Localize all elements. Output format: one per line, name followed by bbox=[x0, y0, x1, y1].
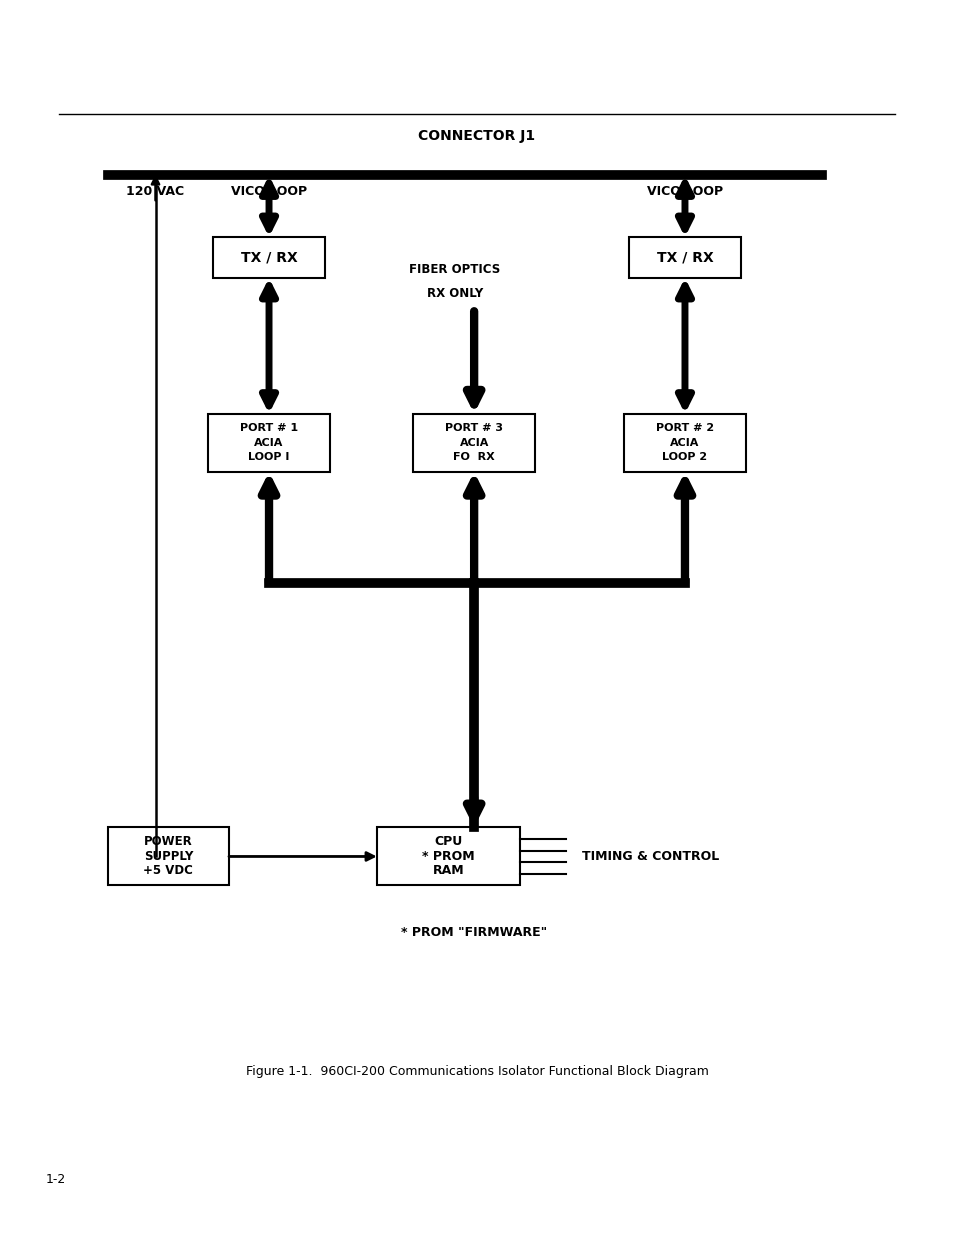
Bar bbox=[628, 237, 740, 278]
Text: ACIA: ACIA bbox=[670, 437, 699, 448]
Bar bbox=[623, 414, 745, 472]
Text: RX ONLY: RX ONLY bbox=[427, 288, 482, 300]
Text: VICO LOOP: VICO LOOP bbox=[231, 185, 307, 198]
Text: PORT # 1: PORT # 1 bbox=[240, 424, 297, 433]
Text: ACIA: ACIA bbox=[254, 437, 283, 448]
Text: Figure 1-1.  960CI-200 Communications Isolator Functional Block Diagram: Figure 1-1. 960CI-200 Communications Iso… bbox=[245, 1066, 708, 1078]
Text: 120 VAC: 120 VAC bbox=[127, 185, 184, 198]
Text: PORT # 2: PORT # 2 bbox=[656, 424, 713, 433]
Text: RAM: RAM bbox=[432, 864, 464, 878]
Bar bbox=[108, 827, 229, 885]
Text: * PROM "FIRMWARE": * PROM "FIRMWARE" bbox=[400, 926, 547, 939]
Text: FIBER OPTICS: FIBER OPTICS bbox=[409, 263, 500, 275]
Text: SUPPLY: SUPPLY bbox=[144, 850, 193, 863]
Text: LOOP 2: LOOP 2 bbox=[661, 452, 707, 462]
Text: FO  RX: FO RX bbox=[453, 452, 495, 462]
Text: 1-2: 1-2 bbox=[46, 1173, 66, 1186]
Bar bbox=[413, 414, 535, 472]
Text: PORT # 3: PORT # 3 bbox=[445, 424, 502, 433]
Bar bbox=[208, 414, 330, 472]
Bar bbox=[376, 827, 519, 885]
Text: CPU: CPU bbox=[434, 835, 462, 848]
Text: POWER: POWER bbox=[144, 835, 193, 848]
Text: ACIA: ACIA bbox=[459, 437, 488, 448]
Text: TX / RX: TX / RX bbox=[656, 251, 713, 264]
Text: +5 VDC: +5 VDC bbox=[143, 864, 193, 878]
Text: LOOP I: LOOP I bbox=[248, 452, 290, 462]
Text: TIMING & CONTROL: TIMING & CONTROL bbox=[581, 850, 719, 863]
Bar bbox=[213, 237, 325, 278]
Text: * PROM: * PROM bbox=[421, 850, 475, 863]
Text: TX / RX: TX / RX bbox=[240, 251, 297, 264]
Text: VICO LOOP: VICO LOOP bbox=[646, 185, 722, 198]
Text: CONNECTOR J1: CONNECTOR J1 bbox=[418, 128, 535, 143]
